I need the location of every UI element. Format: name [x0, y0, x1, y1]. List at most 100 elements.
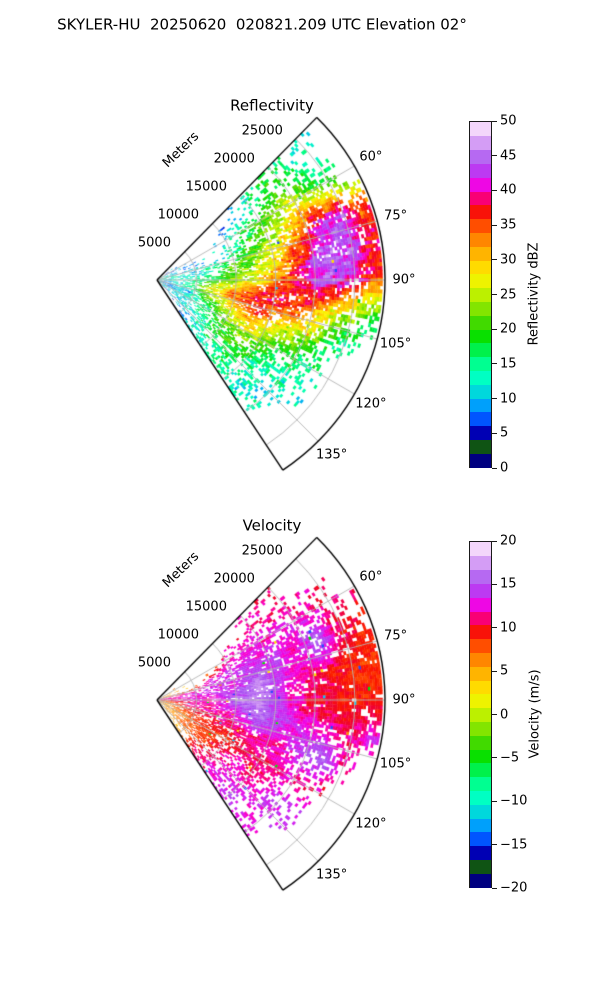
colorbar-tick — [492, 844, 497, 846]
colorbar-step — [470, 149, 491, 164]
colorbar-tick-label: 10 — [500, 391, 517, 407]
colorbar-tick — [492, 432, 497, 434]
angle-tick-label: 105° — [379, 756, 412, 772]
range-tick-label: 5000 — [137, 655, 171, 671]
colorbar-step — [470, 425, 491, 440]
colorbar-step — [470, 301, 491, 316]
colorbar-step — [470, 191, 491, 206]
colorbar-step — [470, 859, 491, 874]
colorbar-tick-label: −10 — [500, 793, 528, 809]
colorbar-tick-label: 40 — [500, 182, 517, 198]
colorbar-step — [470, 790, 491, 805]
colorbar-tick — [492, 887, 497, 889]
colorbar-step — [470, 555, 491, 571]
colorbar-tick — [492, 467, 497, 469]
colorbar-tick-label: 0 — [500, 460, 509, 476]
colorbar-step — [470, 356, 491, 371]
angle-tick-label: 60° — [359, 569, 383, 584]
colorbar-tick-label: −20 — [500, 880, 528, 896]
angle-tick-label: 60° — [359, 149, 383, 164]
colorbar-tick — [492, 189, 497, 191]
angle-tick-label: 75° — [384, 208, 408, 224]
colorbar-axis-label-velocity: Velocity (m/s) — [527, 669, 543, 759]
range-tick-label: 20000 — [213, 151, 255, 167]
colorbar-step — [470, 611, 491, 626]
colorbar-step — [470, 232, 491, 247]
chart-title-reflectivity: Reflectivity — [230, 96, 314, 115]
angle-tick-label: 120° — [355, 396, 387, 411]
colorbar-step — [470, 135, 491, 151]
colorbar-tick-label: 15 — [500, 356, 517, 372]
colorbar-step — [470, 329, 491, 344]
angle-tick-label: 135° — [315, 447, 348, 463]
colorbar-step — [470, 583, 491, 598]
colorbar-step — [470, 776, 491, 791]
colorbar-reflectivity — [469, 121, 492, 468]
colorbar-tick — [492, 398, 497, 400]
colorbar-tick — [492, 627, 497, 629]
colorbar-tick — [492, 714, 497, 715]
range-tick-label: 15000 — [185, 599, 227, 615]
colorbar-step — [470, 273, 491, 289]
chart-title-velocity: Velocity — [242, 516, 302, 535]
colorbar-tick — [492, 757, 497, 759]
colorbar-tick-label: 20 — [500, 321, 517, 337]
colorbar-tick-label: 5 — [500, 425, 509, 441]
angle-tick-label: 75° — [384, 628, 408, 644]
colorbar-step — [470, 542, 491, 557]
colorbar-tick-label: 35 — [500, 217, 517, 233]
colorbar-step — [470, 177, 491, 192]
colorbar-step — [470, 804, 491, 819]
angle-tick-label: 90° — [392, 692, 416, 708]
figure-title: SKYLER-HU 20250620 020821.209 UTC Elevat… — [57, 15, 467, 34]
colorbar-tick — [492, 800, 497, 802]
colorbar-tick-label: 45 — [500, 148, 517, 164]
colorbar-velocity — [469, 541, 492, 888]
angle-tick-label: 90° — [392, 272, 416, 288]
colorbar-step — [470, 680, 491, 695]
colorbar-step — [470, 652, 491, 667]
range-tick-label: 25000 — [241, 543, 283, 559]
colorbar-tick — [492, 328, 497, 330]
colorbar-step — [470, 831, 491, 847]
colorbar-tick — [492, 670, 497, 672]
range-tick-label: 5000 — [137, 235, 171, 251]
colorbar-step — [470, 384, 491, 399]
range-tick-label: 10000 — [157, 627, 199, 643]
colorbar-step — [470, 218, 491, 233]
colorbar-tick-label: 5 — [500, 663, 509, 679]
colorbar-step — [470, 818, 491, 833]
colorbar-tick-label: −15 — [500, 837, 528, 853]
colorbar-step — [470, 749, 491, 764]
colorbar-step — [470, 721, 491, 736]
colorbar-tick-label: 25 — [500, 287, 517, 302]
colorbar-step — [470, 246, 491, 261]
range-tick-label: 25000 — [241, 123, 283, 139]
colorbar-tick-label: 10 — [500, 620, 517, 636]
colorbar-step — [470, 163, 491, 178]
colorbar-step — [470, 624, 491, 640]
range-tick-label: 20000 — [213, 571, 255, 587]
colorbar-step — [470, 569, 491, 584]
angle-tick-label: 105° — [379, 336, 412, 352]
colorbar-tick — [492, 540, 497, 542]
colorbar-step — [470, 204, 491, 220]
colorbar-axis-label-reflectivity: Reflectivity dBZ — [526, 242, 542, 346]
colorbar-step — [470, 439, 491, 454]
colorbar-step — [470, 411, 491, 427]
colorbar-tick — [492, 155, 497, 157]
angle-tick-label: 135° — [315, 867, 348, 883]
colorbar-step — [470, 735, 491, 750]
colorbar-tick — [492, 363, 497, 365]
colorbar-step — [470, 370, 491, 385]
colorbar-tick-label: 15 — [500, 576, 517, 592]
colorbar-tick-label: 50 — [500, 113, 517, 129]
colorbar-step — [470, 453, 491, 468]
colorbar-tick — [492, 294, 497, 295]
colorbar-step — [470, 315, 491, 330]
colorbar-tick-label: 20 — [500, 533, 517, 549]
colorbar-step — [470, 398, 491, 413]
colorbar-step — [470, 638, 491, 653]
colorbar-tick — [492, 224, 497, 226]
